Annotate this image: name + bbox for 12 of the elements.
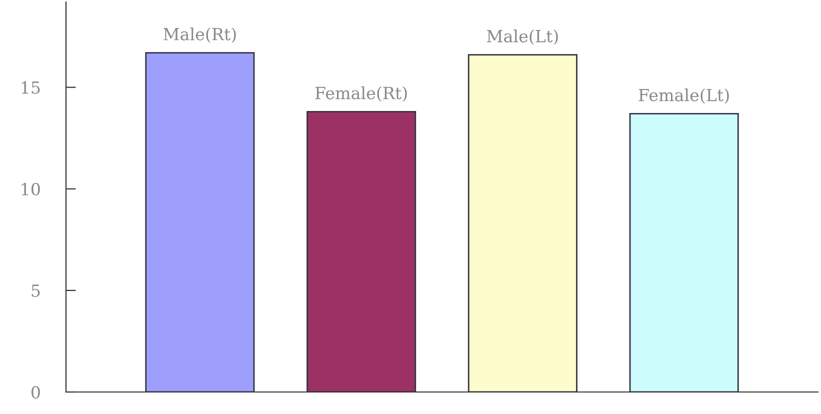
bar xyxy=(145,52,255,392)
x-tick-label: Female(Rt) xyxy=(315,86,407,102)
bar xyxy=(629,113,739,392)
bar xyxy=(306,110,416,392)
x-tick-label: Male(Rt) xyxy=(164,28,236,43)
x-tick-label: Male(Lt) xyxy=(487,30,558,45)
bar xyxy=(468,54,578,392)
y-tick-label: 0 xyxy=(31,386,40,399)
y-tick-label: 5 xyxy=(32,284,40,298)
x-tick-label: Female(Lt) xyxy=(638,88,729,104)
y-tick-label: 15 xyxy=(22,81,40,94)
y-tick-label: 10 xyxy=(22,182,40,196)
